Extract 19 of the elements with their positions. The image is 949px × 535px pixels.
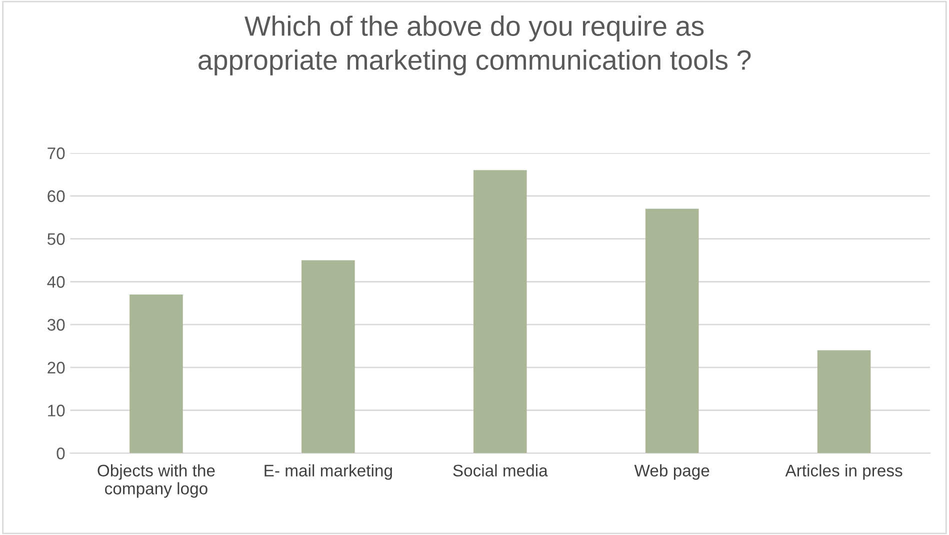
y-tick-label: 20 [48, 362, 65, 374]
y-tick-label: 10 [48, 404, 65, 416]
bar [302, 260, 355, 454]
bar [817, 350, 871, 454]
y-tick-label: 40 [47, 276, 65, 288]
y-tick-label: 30 [47, 318, 65, 331]
x-tick-label: Web page [634, 464, 710, 480]
bar [645, 208, 699, 454]
y-tick-label: 50 [47, 233, 65, 245]
x-tick-label: Social media [453, 464, 548, 476]
bar [473, 170, 527, 454]
y-tick-label: 60 [48, 190, 65, 202]
y-tick-label: 0 [56, 448, 65, 460]
y-tick-label: 70 [48, 147, 65, 160]
x-tick-label: Objects with the company logo [98, 464, 215, 498]
x-tick-label: Articles in press [785, 464, 902, 480]
chart-title: Which of the above do you require as appropriate marketing communication tools ? [198, 16, 751, 76]
bar [130, 294, 183, 454]
x-tick-label: E- mail marketing [264, 464, 392, 480]
